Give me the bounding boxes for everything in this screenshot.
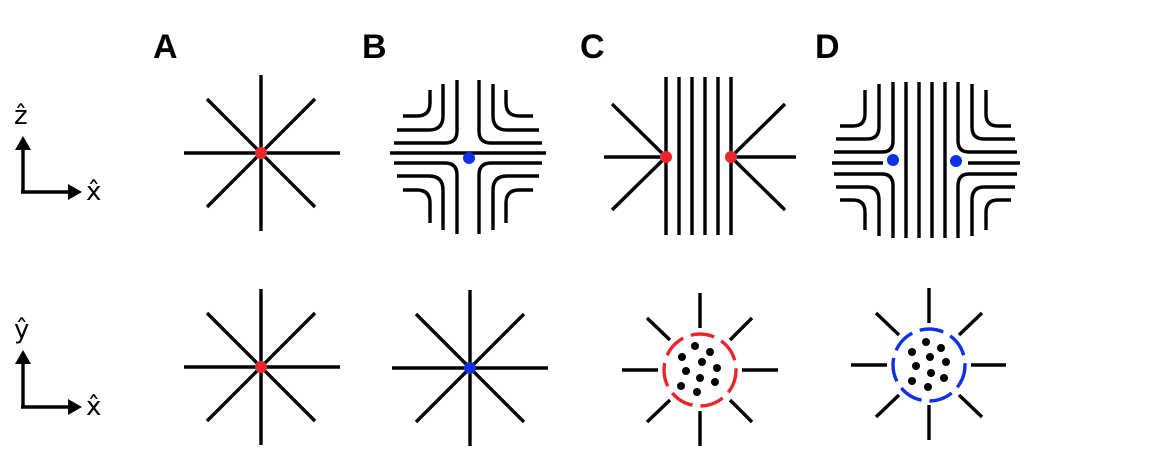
field-line xyxy=(840,90,867,128)
blue-dashed-ring xyxy=(891,327,967,403)
field-line xyxy=(491,84,539,132)
blue-charge xyxy=(463,152,475,164)
field-line xyxy=(394,80,459,145)
field-line xyxy=(397,84,445,132)
panel-d-bottom-field xyxy=(851,288,1006,440)
axis-y-arrowhead xyxy=(15,350,31,364)
field-line xyxy=(874,393,901,419)
panel-label-d: D xyxy=(815,28,840,66)
charge-dots xyxy=(908,338,950,391)
panel-label-c: C xyxy=(580,28,605,66)
field-line xyxy=(970,84,1015,141)
panel-a-top-field xyxy=(184,75,340,231)
blue-charge xyxy=(950,155,962,167)
panel-label-b: B xyxy=(362,28,387,66)
field-line xyxy=(403,188,432,223)
field-line xyxy=(957,311,984,337)
field-line xyxy=(728,398,754,424)
blue-charge xyxy=(464,362,476,374)
axes-top: ẑ x̂ xyxy=(14,101,101,207)
field-line xyxy=(956,82,1017,154)
field-line xyxy=(970,185,1015,236)
axis-z-arrowhead xyxy=(15,136,31,150)
field-line xyxy=(403,90,432,118)
red-dashed-ring xyxy=(662,332,738,408)
panel-a-bottom-field xyxy=(184,289,340,445)
field-line xyxy=(477,80,542,145)
charge-dots xyxy=(677,342,721,396)
red-charge xyxy=(255,361,267,373)
field-line xyxy=(728,316,754,342)
axis-x-arrowhead-top xyxy=(68,184,82,200)
blue-charge xyxy=(887,154,899,166)
field-line xyxy=(984,90,1011,128)
panel-b-bottom-field xyxy=(392,290,548,446)
panel-c-top-field xyxy=(604,77,796,235)
panel-c-bottom-field xyxy=(622,293,778,446)
field-line xyxy=(956,172,1017,238)
field-line xyxy=(836,185,881,236)
axes-bottom: ŷ x̂ xyxy=(14,315,101,422)
panel-label-a: A xyxy=(153,28,178,66)
panel-b-top-field xyxy=(390,80,546,234)
axis-y-label: ŷ xyxy=(14,315,29,345)
axis-x-label-top: x̂ xyxy=(86,177,101,207)
field-line xyxy=(504,90,533,118)
field-line xyxy=(504,188,533,223)
field-line xyxy=(957,393,984,419)
axis-z-label: ẑ xyxy=(14,101,28,131)
field-line xyxy=(836,84,881,141)
red-charge xyxy=(255,147,267,159)
panel-d-top-field xyxy=(832,82,1020,238)
field-line xyxy=(397,174,445,230)
field-line xyxy=(394,161,459,234)
field-line xyxy=(834,82,895,154)
axis-x-label-bottom: x̂ xyxy=(86,392,101,422)
field-line xyxy=(984,198,1011,230)
axis-x-arrowhead-bottom xyxy=(68,399,82,415)
field-line xyxy=(874,311,901,337)
field-line xyxy=(645,398,672,424)
field-line xyxy=(477,161,542,234)
red-charge xyxy=(725,151,737,163)
field-line xyxy=(834,172,895,238)
red-charge xyxy=(660,151,672,163)
field-line xyxy=(491,174,539,230)
field-line xyxy=(645,316,672,342)
field-line xyxy=(840,198,867,230)
